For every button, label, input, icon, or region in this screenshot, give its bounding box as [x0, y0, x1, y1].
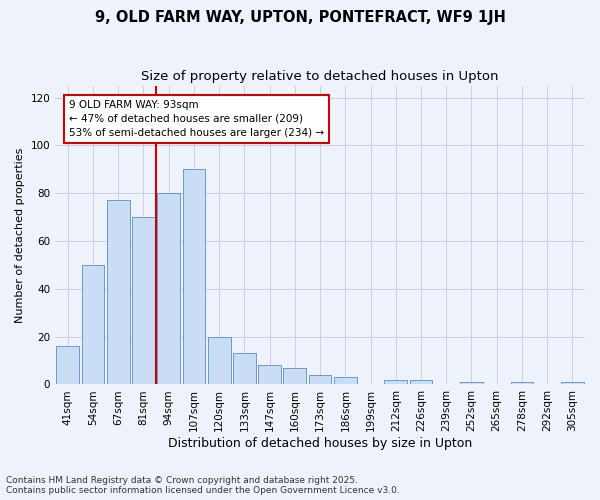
Bar [56, 346, 79, 385]
Bar [132, 217, 155, 384]
Bar [182, 169, 205, 384]
Bar [283, 368, 306, 384]
X-axis label: Distribution of detached houses by size in Upton: Distribution of detached houses by size … [168, 437, 472, 450]
Text: Contains HM Land Registry data © Crown copyright and database right 2025.
Contai: Contains HM Land Registry data © Crown c… [6, 476, 400, 495]
Bar [334, 378, 356, 384]
Bar [258, 366, 281, 384]
Bar [107, 200, 130, 384]
Bar [157, 193, 180, 384]
Y-axis label: Number of detached properties: Number of detached properties [15, 148, 25, 322]
Bar [410, 380, 433, 384]
Bar [233, 354, 256, 384]
Bar [385, 380, 407, 384]
Text: 9 OLD FARM WAY: 93sqm
← 47% of detached houses are smaller (209)
53% of semi-det: 9 OLD FARM WAY: 93sqm ← 47% of detached … [69, 100, 324, 138]
Bar [208, 336, 230, 384]
Bar [82, 265, 104, 384]
Title: Size of property relative to detached houses in Upton: Size of property relative to detached ho… [142, 70, 499, 83]
Bar [561, 382, 584, 384]
Bar [460, 382, 483, 384]
Text: 9, OLD FARM WAY, UPTON, PONTEFRACT, WF9 1JH: 9, OLD FARM WAY, UPTON, PONTEFRACT, WF9 … [95, 10, 505, 25]
Bar [511, 382, 533, 384]
Bar [309, 375, 331, 384]
